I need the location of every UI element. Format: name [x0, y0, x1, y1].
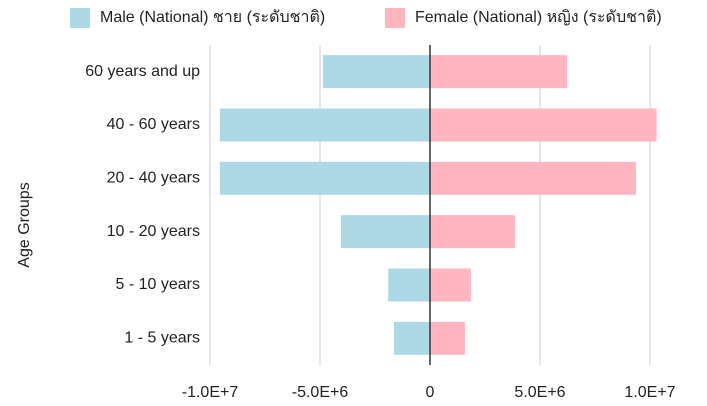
legend-label: Female (National) หญิง (ระดับชาติ): [415, 9, 662, 26]
bar: [219, 108, 430, 142]
bar: [219, 161, 430, 195]
y-tick-label: 1 - 5 years: [124, 330, 200, 347]
x-tick-label: 1.0E+7: [624, 384, 675, 401]
legend-label: Male (National) ชาย (ระดับชาติ): [100, 9, 325, 26]
x-tick-label: -5.0E+6: [292, 384, 349, 401]
x-tick-label: 0: [426, 384, 435, 401]
bar: [323, 55, 430, 89]
y-tick-label: 60 years and up: [85, 63, 200, 80]
legend-swatch: [70, 8, 90, 28]
legend-swatch: [385, 8, 405, 28]
y-tick-label: 10 - 20 years: [107, 223, 200, 240]
bar: [430, 321, 465, 355]
x-tick-label: -1.0E+7: [182, 384, 239, 401]
bar: [430, 268, 471, 302]
y-axis-label: Age Groups: [16, 182, 33, 267]
bar: [430, 108, 657, 142]
x-tick-label: 5.0E+6: [514, 384, 565, 401]
bar: [340, 215, 430, 249]
bar: [388, 268, 430, 302]
bar: [430, 55, 568, 89]
bar: [430, 215, 515, 249]
y-tick-label: 20 - 40 years: [107, 170, 200, 187]
bar: [393, 321, 430, 355]
y-tick-label: 40 - 60 years: [107, 116, 200, 133]
bar: [430, 161, 636, 195]
y-tick-label: 5 - 10 years: [116, 276, 200, 293]
